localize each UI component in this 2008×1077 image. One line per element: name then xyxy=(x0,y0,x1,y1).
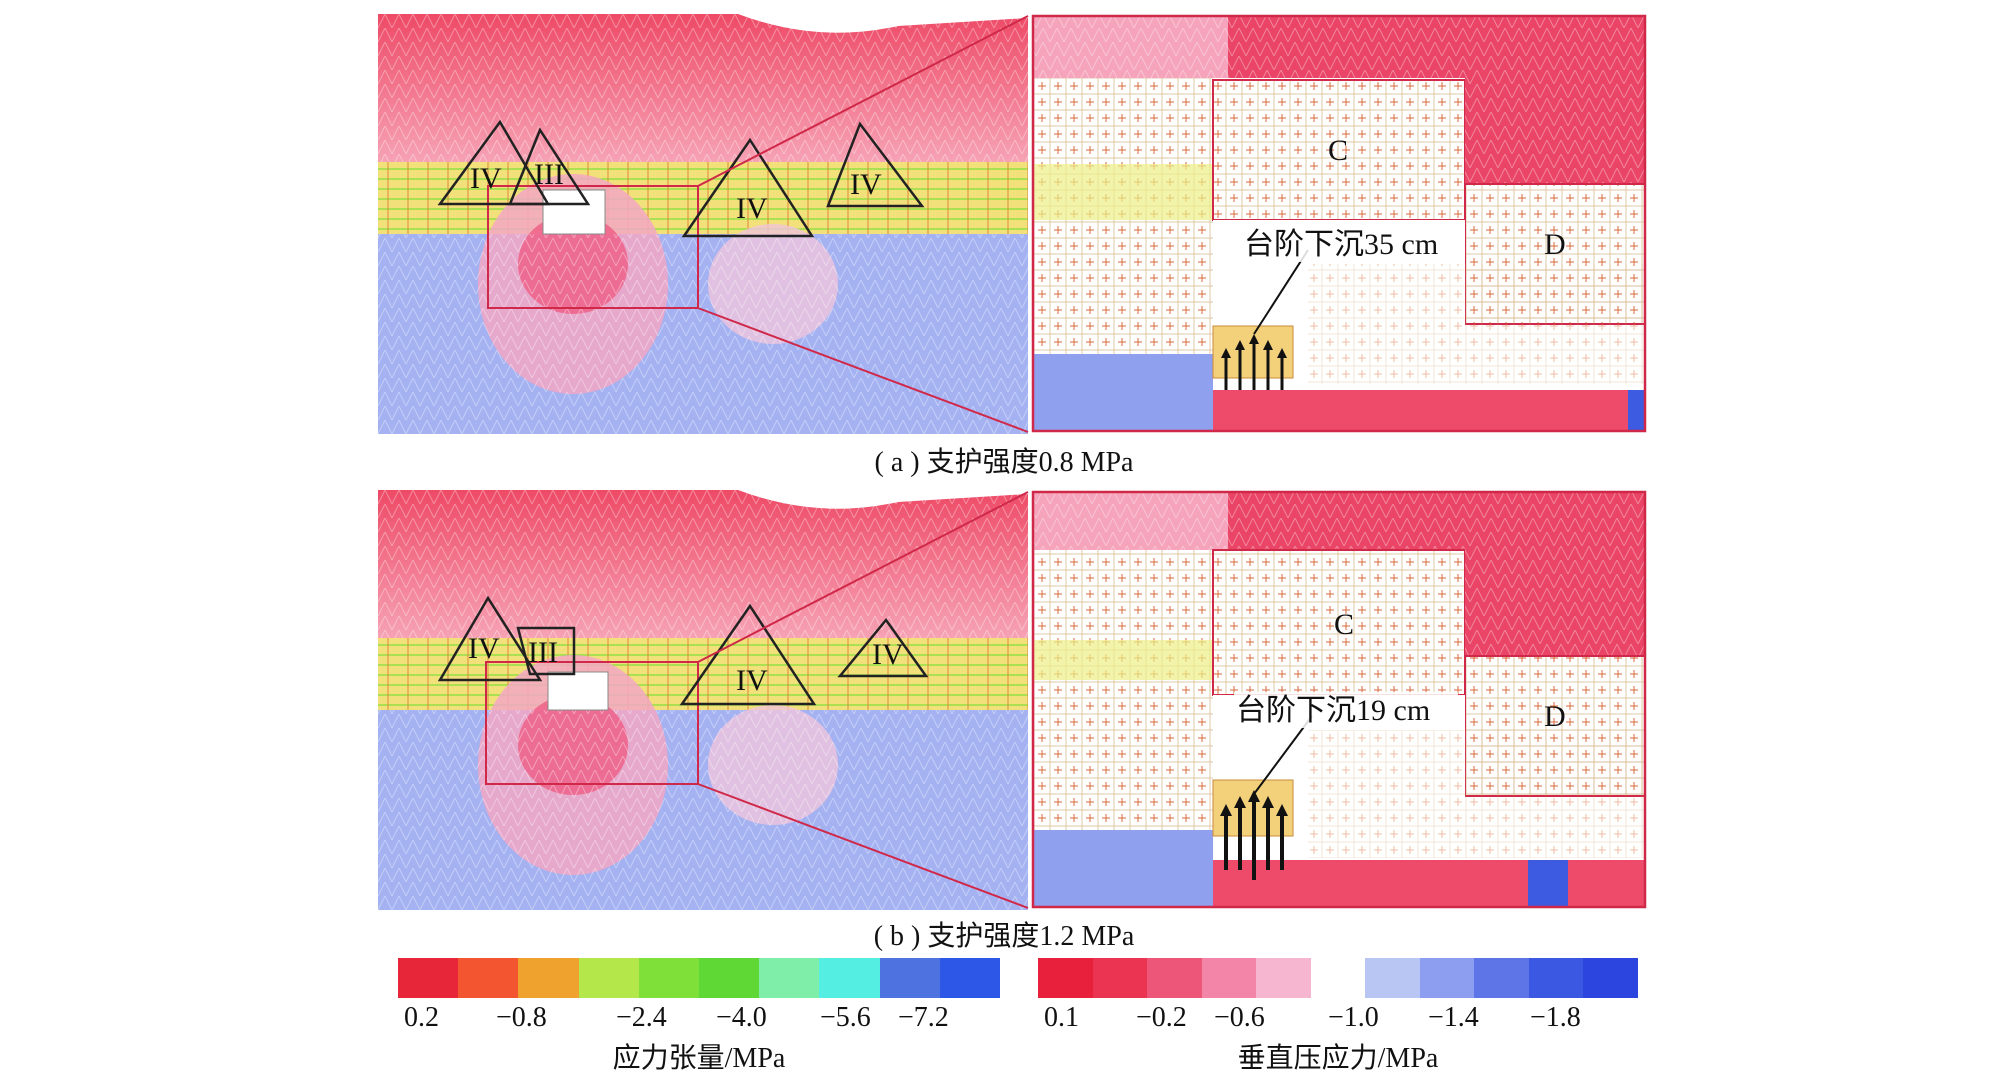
zoom-connector-top xyxy=(697,15,1029,187)
legend-swatch xyxy=(1474,958,1529,998)
zone-triangle-iv-center xyxy=(679,603,817,706)
legend-tick: −5.6 xyxy=(820,1002,871,1033)
legend-swatch xyxy=(699,958,760,998)
legend-ticks: 0.2 −0.8 −2.4 −4.0 −5.6 −7.2 xyxy=(398,998,1000,1034)
zone-triangle-iii xyxy=(516,626,576,676)
legend-tick: −1.4 xyxy=(1428,1002,1479,1033)
zoom-connector-bottom xyxy=(697,307,1029,433)
zone-label: IV xyxy=(736,192,768,225)
block-c xyxy=(1212,79,1466,221)
zoomed-view-a: 台阶下沉35 cm C D xyxy=(1031,14,1647,433)
legend-title: 应力张量/MPa xyxy=(612,1043,786,1074)
support-arrows xyxy=(1224,798,1284,880)
goaf-void xyxy=(547,671,609,711)
legend-tick: 0.2 xyxy=(404,1002,439,1033)
legend-swatch xyxy=(398,958,459,998)
block-label: D xyxy=(1544,228,1566,261)
legend-tick: −0.8 xyxy=(496,1002,547,1033)
legend-swatch xyxy=(939,958,1001,998)
legend-tick: −1.8 xyxy=(1530,1002,1581,1033)
zoomed-view-b: 台阶下沉19 cm C D xyxy=(1031,490,1647,909)
support-arrows xyxy=(1224,340,1284,390)
annotation-leader xyxy=(1253,249,1309,335)
legend-swatch xyxy=(1583,958,1639,998)
full-model-b: IV III IV IV xyxy=(378,490,1028,910)
legend-swatch xyxy=(1038,958,1093,998)
legend-tick: −2.4 xyxy=(616,1002,667,1033)
zone-triangle-iv-center xyxy=(681,137,815,238)
zone-label: III xyxy=(534,158,564,191)
legend-tick: −7.2 xyxy=(898,1002,949,1033)
model-figure-a: IV III IV IV xyxy=(378,14,1647,434)
zone-label: IV xyxy=(468,632,500,665)
legend-swatch xyxy=(518,958,579,998)
zone-label: IV xyxy=(850,168,882,201)
zone-triangle-iv-right xyxy=(837,617,929,678)
zone-label: III xyxy=(528,636,558,669)
block-c xyxy=(1212,549,1466,696)
zone-label: IV xyxy=(470,162,502,195)
legend-colorbar xyxy=(398,958,1001,998)
zoom-window xyxy=(487,185,699,309)
legend-colorbar xyxy=(1038,958,1639,998)
legend-tick: −0.2 xyxy=(1136,1002,1187,1033)
zone-triangle-iv-left xyxy=(437,119,551,206)
legend-swatch xyxy=(1419,958,1475,998)
legend-swatch xyxy=(759,958,820,998)
legend-swatch xyxy=(458,958,519,998)
block-label: D xyxy=(1544,700,1566,733)
block-label: C xyxy=(1334,608,1354,641)
legend-tick: −0.6 xyxy=(1214,1002,1265,1033)
legend-swatch xyxy=(1201,958,1257,998)
legend-swatch xyxy=(1365,958,1420,998)
step-subsidence-annotation: 台阶下沉35 cm xyxy=(1244,228,1438,261)
legend-title: 垂直压应力/MPa xyxy=(1237,1043,1439,1074)
legend-swatch xyxy=(1092,958,1148,998)
floor-red-zone xyxy=(1213,390,1645,431)
zone-triangle-iii xyxy=(508,127,591,206)
legend-ticks: 0.1 −0.2 −0.6 −1.0 −1.4 −1.8 xyxy=(1038,998,1638,1034)
zone-label: IV xyxy=(872,638,904,671)
model-figure-b: IV III IV IV xyxy=(378,490,1647,910)
legend-swatch xyxy=(879,958,940,998)
legend-swatch xyxy=(638,958,700,998)
block-label: C xyxy=(1328,134,1348,167)
full-model-a: IV III IV IV xyxy=(378,14,1028,434)
zone-triangle-iv-right xyxy=(826,121,925,208)
annotation-leader xyxy=(1253,715,1313,795)
legend-swatch xyxy=(1256,958,1311,998)
legend-tick: 0.1 xyxy=(1044,1002,1079,1033)
legend-swatch xyxy=(1528,958,1584,998)
zoom-window xyxy=(485,661,699,785)
zone-label: IV xyxy=(736,664,768,697)
caption-a: ( a ) 支护强度0.8 MPa xyxy=(874,447,1134,478)
caption-b: ( b ) 支护强度1.2 MPa xyxy=(873,921,1135,952)
legend-stress-tensor: 0.2 −0.8 −2.4 −4.0 −5.6 −7.2 应力张量/MPa xyxy=(398,958,1001,1076)
legend-swatch xyxy=(578,958,639,998)
legend-swatch xyxy=(819,958,880,998)
legend-tick: −4.0 xyxy=(716,1002,767,1033)
step-subsidence-annotation: 台阶下沉19 cm xyxy=(1236,694,1430,727)
zone-triangle-iv-left xyxy=(437,595,543,682)
legend-swatch xyxy=(1147,958,1202,998)
coal-seam-zone xyxy=(378,162,1028,234)
panel-b: IV III IV IV xyxy=(378,490,1648,910)
panel-a: IV III IV IV xyxy=(378,14,1648,434)
floor-red-zone xyxy=(1213,860,1645,907)
goaf-void xyxy=(542,189,606,235)
zoom-connector-top xyxy=(697,491,1029,663)
legend-vertical-stress: 0.1 −0.2 −0.6 −1.0 −1.4 −1.8 垂直压应力/MPa xyxy=(1038,958,1639,1076)
zoom-connector-bottom xyxy=(697,783,1029,909)
legend-swatch xyxy=(1310,958,1366,998)
legend-tick: −1.0 xyxy=(1328,1002,1379,1033)
